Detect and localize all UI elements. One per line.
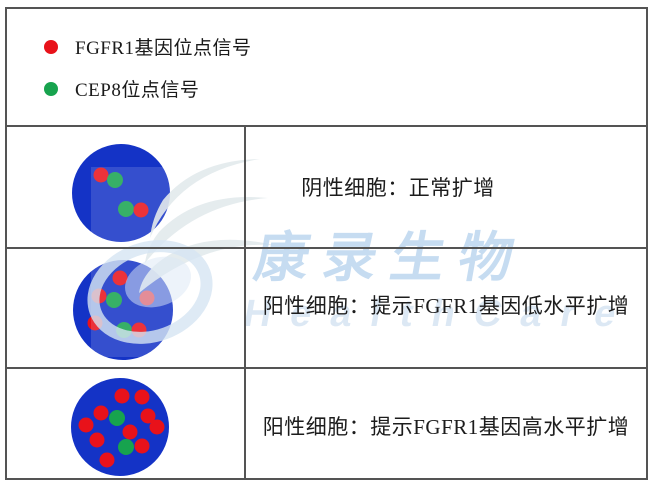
row-divider-1 (5, 125, 648, 127)
high-amplification-description: 阳性细胞：提示FGFR1基因高水平扩增 (262, 415, 630, 439)
red-signal-dot (93, 405, 109, 421)
row-divider-2 (5, 247, 648, 249)
negative-cell-nucleus (72, 144, 170, 242)
red-signal-dot (114, 388, 130, 404)
low-amplification-description: 阳性细胞：提示FGFR1基因低水平扩增 (262, 294, 630, 318)
red-signal-dot (99, 452, 115, 468)
low-amplification-nucleus (73, 260, 173, 360)
red-signal-dot (134, 438, 150, 454)
green-signal-dot (118, 439, 134, 455)
cep8-signal-dot-icon (44, 81, 58, 96)
red-signal-dot (133, 202, 149, 218)
fgfr1-signal-dot-icon (44, 39, 58, 54)
red-signal-dot (89, 432, 105, 448)
red-signal-dot (140, 408, 156, 424)
negative-cell-description: 阴性细胞：正常扩增 (301, 176, 495, 200)
green-signal-dot (116, 322, 132, 338)
red-signal-dot (87, 315, 103, 331)
red-signal-dot (91, 288, 107, 304)
watermark-brand-cn: 康录生物 (250, 228, 532, 288)
green-signal-dot (107, 172, 123, 188)
legend-item-cep8: CEP8位点信号 (44, 75, 199, 102)
row-divider-3 (5, 367, 648, 369)
high-amplification-nucleus (71, 378, 169, 476)
red-signal-dot (112, 270, 128, 286)
green-signal-dot (109, 410, 125, 426)
legend-item-fgfr1: FGFR1基因位点信号 (44, 33, 252, 60)
legend-label-fgfr1: FGFR1基因位点信号 (75, 38, 252, 59)
red-signal-dot (139, 290, 155, 306)
red-signal-dot (78, 417, 94, 433)
green-signal-dot (106, 292, 122, 308)
red-signal-dot (93, 167, 109, 183)
green-signal-dot (118, 201, 134, 217)
red-signal-dot (131, 322, 147, 338)
legend-label-cep8: CEP8位点信号 (75, 80, 200, 101)
column-divider (244, 125, 246, 480)
red-signal-dot (134, 389, 150, 405)
red-signal-dot (122, 424, 138, 440)
red-signal-dot (149, 419, 165, 435)
